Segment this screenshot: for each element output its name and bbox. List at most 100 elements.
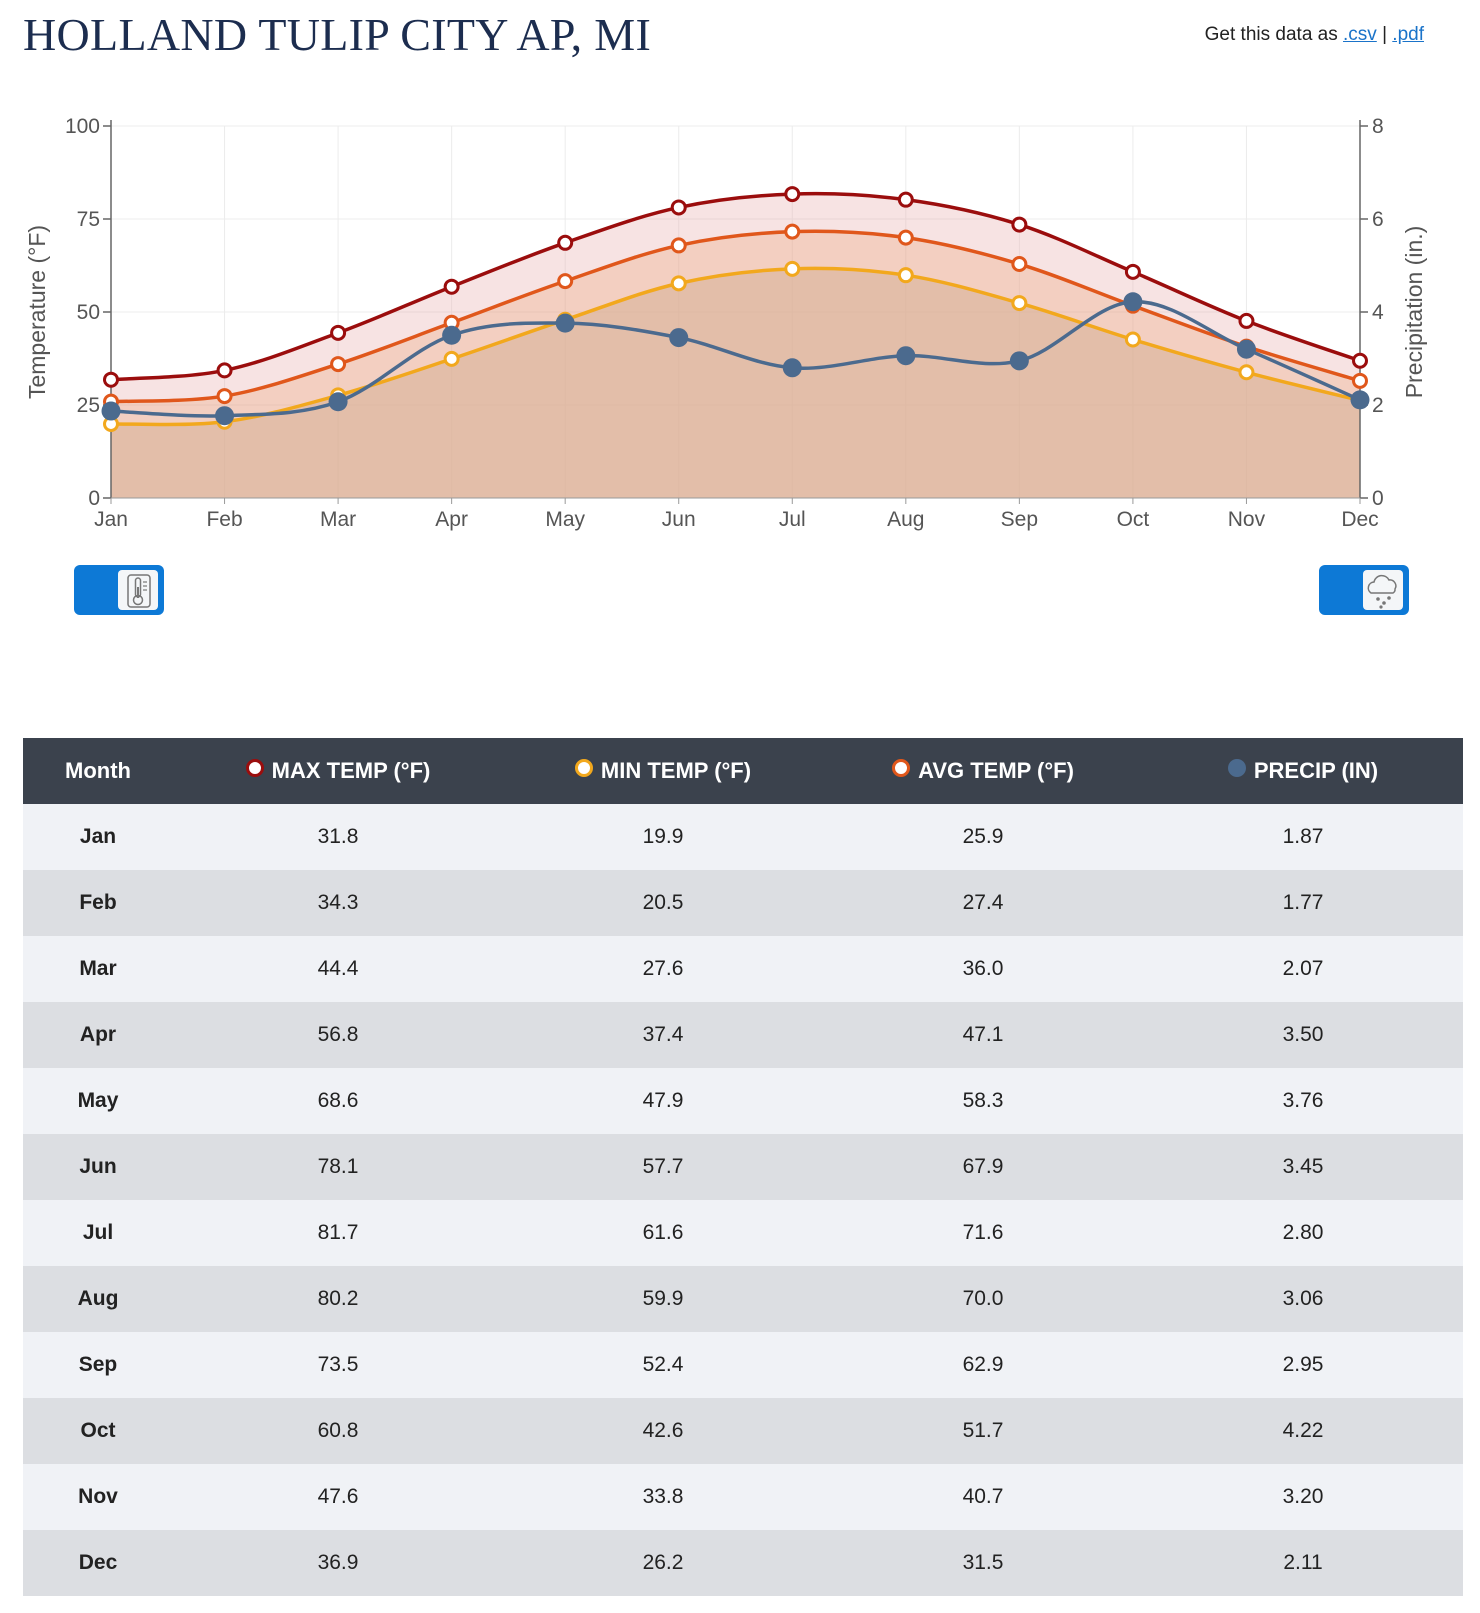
min-temp-point (443, 350, 460, 367)
pdf-link[interactable]: .pdf (1392, 24, 1424, 45)
cell-max: 44.4 (173, 936, 503, 1002)
max-temp-point (1124, 263, 1141, 280)
max-temp-point (1352, 352, 1368, 369)
x-tick-label: Oct (1117, 508, 1150, 531)
cell-precip: 1.87 (1143, 804, 1463, 870)
cell-min: 26.2 (503, 1530, 823, 1596)
x-tick-label: Jan (94, 508, 128, 531)
column-header-precip: PRECIP (IN) (1143, 738, 1463, 804)
y-axis-title: Temperature (°F) (24, 225, 50, 399)
rain-cloud-icon (1367, 574, 1397, 609)
precip-point (101, 401, 121, 421)
y-tick-label: 50 (77, 301, 100, 324)
cell-month: Apr (23, 1002, 173, 1068)
cell-month: Aug (23, 1266, 173, 1332)
table-row: Aug 80.2 59.9 70.0 3.06 (23, 1266, 1463, 1332)
temperature-toggle-button[interactable] (74, 565, 164, 615)
y2-axis-title: Precipitation (in.) (1401, 226, 1427, 399)
cell-precip: 1.77 (1143, 870, 1463, 936)
max-temp-point (330, 324, 347, 341)
max-temp-point (557, 234, 574, 251)
table-row: Jul 81.7 61.6 71.6 2.80 (23, 1200, 1463, 1266)
cell-min: 47.9 (503, 1068, 823, 1134)
cell-avg: 71.6 (823, 1200, 1143, 1266)
cell-max: 73.5 (173, 1332, 503, 1398)
avg-legend-dot (892, 759, 911, 777)
table-row: Jun 78.1 57.7 67.9 3.45 (23, 1134, 1463, 1200)
x-tick-label: Mar (320, 508, 356, 531)
cell-precip: 3.50 (1143, 1002, 1463, 1068)
cell-precip: 2.95 (1143, 1332, 1463, 1398)
precip-point (555, 313, 575, 333)
cell-min: 57.7 (503, 1134, 823, 1200)
download-prefix: Get this data as (1204, 24, 1338, 45)
table-row: Mar 44.4 27.6 36.0 2.07 (23, 936, 1463, 1002)
cell-precip: 2.80 (1143, 1200, 1463, 1266)
precip-legend-dot (1227, 759, 1246, 777)
avg-temp-point (216, 388, 233, 405)
cell-min: 42.6 (503, 1398, 823, 1464)
cell-max: 80.2 (173, 1266, 503, 1332)
avg-temp-point (784, 223, 801, 240)
precip-point (215, 406, 235, 426)
cell-avg: 31.5 (823, 1530, 1143, 1596)
cell-min: 19.9 (503, 804, 823, 870)
y2-tick-label: 6 (1372, 208, 1384, 231)
y2-tick-label: 0 (1372, 487, 1384, 510)
download-links: Get this data as .csv | .pdf (1205, 24, 1424, 46)
cell-month: Sep (23, 1332, 173, 1398)
max-temp-point (1238, 312, 1255, 329)
csv-link[interactable]: .csv (1343, 24, 1377, 45)
page-title: HOLLAND TULIP CITY AP, MI (23, 9, 652, 60)
cell-month: Mar (23, 936, 173, 1002)
precip-point (782, 358, 802, 378)
table-row: Oct 60.8 42.6 51.7 4.22 (23, 1398, 1463, 1464)
min-temp-line (110, 266, 1361, 427)
cell-max: 81.7 (173, 1200, 503, 1266)
table-row: Sep 73.5 52.4 62.9 2.95 (23, 1332, 1463, 1398)
max-temp-point (670, 199, 687, 216)
x-tick-label: Aug (887, 508, 924, 531)
x-tick-label: Jun (662, 508, 696, 531)
precip-point (896, 346, 916, 366)
column-header-month: Month (23, 738, 173, 804)
cell-min: 52.4 (503, 1332, 823, 1398)
cell-max: 56.8 (173, 1002, 503, 1068)
table-row: Jan 31.8 19.9 25.9 1.87 (23, 804, 1463, 870)
min-temp-point (1124, 331, 1141, 348)
min-temp-point (784, 260, 801, 277)
table-row: May 68.6 47.9 58.3 3.76 (23, 1068, 1463, 1134)
precip-point (1236, 339, 1256, 359)
cell-max: 47.6 (173, 1464, 503, 1530)
table-body: Jan 31.8 19.9 25.9 1.87 Feb 34.3 20.5 27.4 1.77 Ma… (23, 804, 1463, 1596)
cell-precip: 3.76 (1143, 1068, 1463, 1134)
min-temp-point (1011, 295, 1028, 312)
cell-precip: 2.11 (1143, 1530, 1463, 1596)
avg-temp-point (330, 356, 347, 373)
precip-point (328, 392, 348, 412)
precipitation-toggle-button[interactable] (1319, 565, 1409, 615)
table-row: Dec 36.9 26.2 31.5 2.11 (23, 1530, 1463, 1596)
cell-max: 36.9 (173, 1530, 503, 1596)
cell-avg: 25.9 (823, 804, 1143, 870)
cell-avg: 51.7 (823, 1398, 1143, 1464)
cell-max: 34.3 (173, 870, 503, 936)
y-tick-label: 75 (77, 208, 100, 231)
download-separator: | (1382, 24, 1388, 45)
max-temp-point (897, 191, 914, 208)
x-tick-label: Dec (1341, 508, 1378, 531)
table-row: Nov 47.6 33.8 40.7 3.20 (23, 1464, 1463, 1530)
cell-month: Feb (23, 870, 173, 936)
column-header-avg: AVG TEMP (°F) (823, 738, 1143, 804)
x-tick-label: Sep (1001, 508, 1038, 531)
table-header-row: Month MAX TEMP (°F) MIN TEMP (°F) AVG TE… (23, 738, 1463, 804)
cell-precip: 3.45 (1143, 1134, 1463, 1200)
y2-tick-label: 4 (1372, 301, 1384, 324)
max-temp-point (103, 371, 119, 388)
cell-avg: 70.0 (823, 1266, 1143, 1332)
y2-tick-label: 2 (1372, 394, 1384, 417)
cell-max: 31.8 (173, 804, 503, 870)
cell-avg: 62.9 (823, 1332, 1143, 1398)
max-temp-point (216, 362, 233, 379)
thermometer-icon (127, 574, 151, 608)
